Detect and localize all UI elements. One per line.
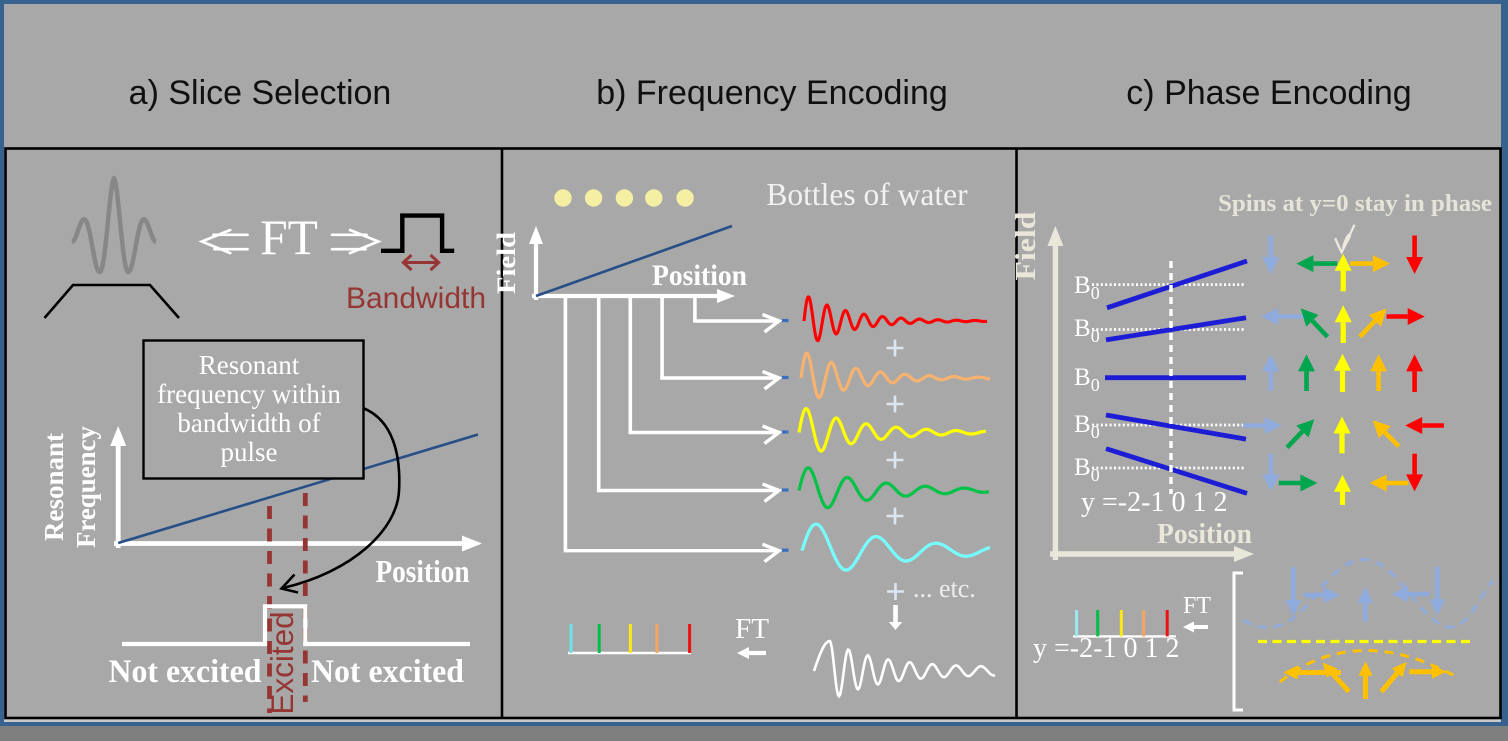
svg-text:b) Frequency Encoding: b) Frequency Encoding (596, 74, 948, 112)
svg-text:a) Slice Selection: a) Slice Selection (129, 74, 392, 112)
svg-text:bandwidth of: bandwidth of (177, 408, 320, 438)
svg-text:Spins at y=0 stay in phase: Spins at y=0 stay in phase (1218, 190, 1492, 217)
svg-text:y =-2-1 0 1 2: y =-2-1 0 1 2 (1033, 633, 1179, 664)
svg-text:Position: Position (376, 553, 470, 589)
svg-text:Resonant: Resonant (199, 350, 300, 380)
svg-text:Bandwidth: Bandwidth (346, 282, 486, 315)
svg-text:Position: Position (652, 259, 747, 292)
svg-text:Frequency: Frequency (71, 426, 101, 548)
svg-text:... etc.: ... etc. (913, 574, 976, 603)
svg-text:c) Phase Encoding: c) Phase Encoding (1126, 74, 1411, 112)
svg-text:Not excited: Not excited (109, 654, 262, 690)
svg-text:FT: FT (1183, 593, 1211, 619)
svg-text:Field: Field (1011, 211, 1042, 280)
svg-text:y =-2-1 0 1 2: y =-2-1 0 1 2 (1081, 487, 1227, 518)
svg-text:Field: Field (492, 231, 521, 294)
svg-text:FT: FT (735, 613, 769, 645)
svg-text:Resonant: Resonant (39, 433, 69, 541)
svg-text:Excited: Excited (264, 611, 300, 714)
svg-text:pulse: pulse (221, 437, 278, 467)
svg-text:Not excited: Not excited (311, 654, 464, 690)
svg-text:Position: Position (1157, 518, 1252, 550)
svg-text:Bottles of water: Bottles of water (766, 177, 968, 212)
svg-text:FT: FT (260, 210, 318, 265)
svg-text:frequency within: frequency within (157, 379, 341, 409)
